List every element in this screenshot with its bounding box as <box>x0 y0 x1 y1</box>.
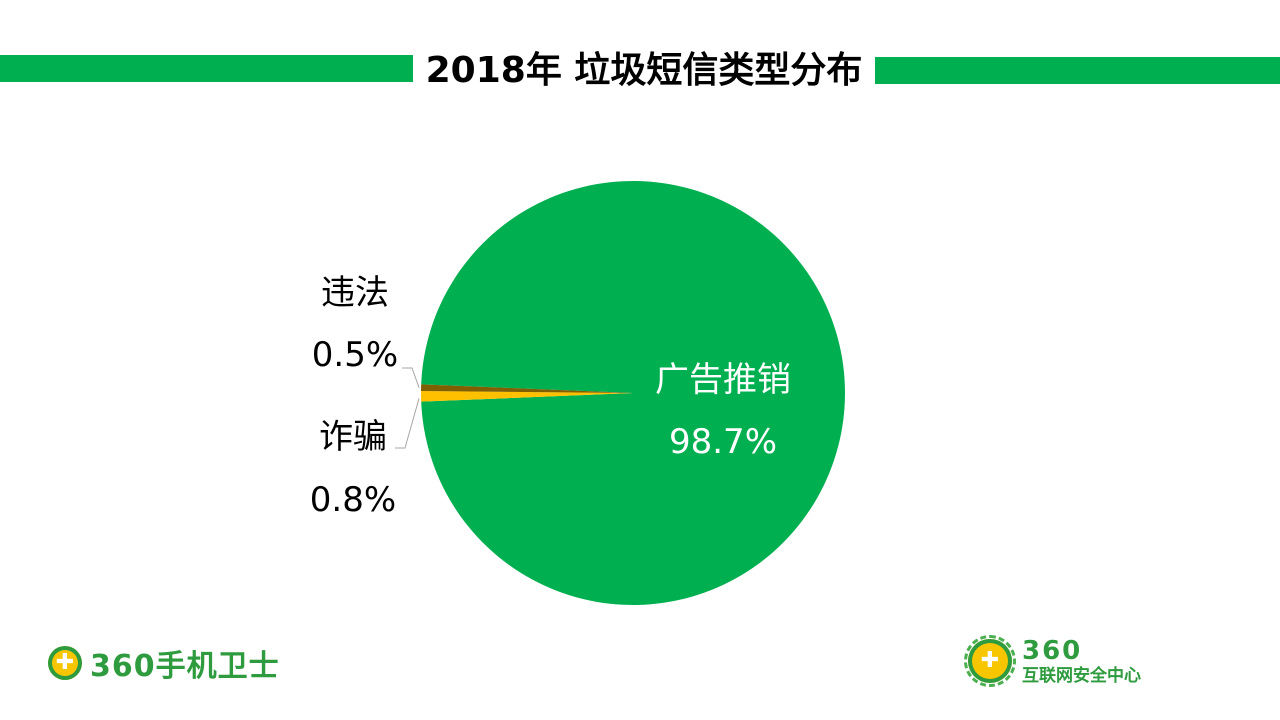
plus-wreath-icon: ✚ <box>964 635 1016 687</box>
slice-label-fraud: 诈骗 <box>319 417 387 457</box>
pie-labels: 广告推销 98.7% 违法 0.5% 诈骗 0.8% <box>310 273 791 520</box>
slice-label-illegal: 违法 <box>321 273 389 313</box>
slice-value-illegal: 0.5% <box>312 335 398 375</box>
plus-shield-icon: ✚ <box>48 646 82 680</box>
pie-slice-0 <box>421 180 846 606</box>
slice-value-ad: 98.7% <box>669 422 777 462</box>
footer-brand-name: 互联网安全中心 <box>1022 665 1141 686</box>
pie-slice-2 <box>421 384 633 393</box>
pie-slice-1 <box>421 391 633 402</box>
leader-line-fraud <box>395 398 420 449</box>
footer-logo-right: ✚ 360 互联网安全中心 <box>964 632 1141 690</box>
page-title: 2018年 垃圾短信类型分布 <box>425 50 863 91</box>
leader-line-illegal <box>402 367 420 388</box>
footer-brand-left: 360手机卫士 <box>90 649 280 684</box>
title-decor-bar-right <box>875 57 1280 84</box>
footer-brand-number: 360 <box>1022 635 1083 666</box>
leader-lines <box>395 367 420 449</box>
footer-logo-left: ✚ 360手机卫士 <box>48 642 280 684</box>
slice-value-fraud: 0.8% <box>310 480 396 520</box>
slice-label-ad: 广告推销 <box>655 360 791 400</box>
pie-slices <box>421 180 846 606</box>
title-decor-bar-left <box>0 55 413 82</box>
